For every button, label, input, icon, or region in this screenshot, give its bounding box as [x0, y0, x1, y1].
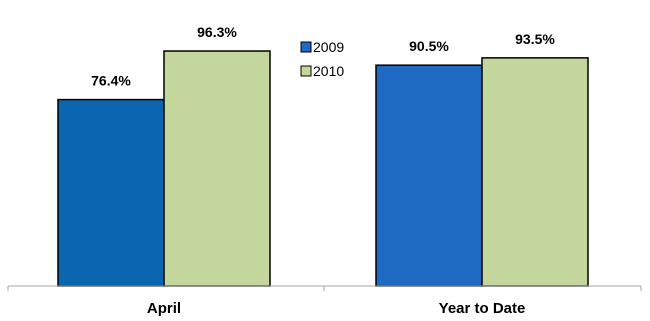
bar-2009-april [57, 98, 165, 287]
bar-2010-year-to-date [481, 57, 589, 287]
data-labels-layer: 76.4% 96.3% 90.5% 93.5% [91, 24, 555, 89]
category-label-april: April [147, 300, 181, 317]
bar-2009-year-to-date [375, 64, 483, 287]
legend-label-2010: 2010 [313, 63, 344, 79]
data-label-2009-april: 76.4% [91, 73, 131, 89]
data-label-2010-april: 96.3% [197, 24, 237, 40]
bars-layer [57, 50, 589, 287]
data-label-2010-year-to-date: 93.5% [515, 31, 555, 47]
data-label-2009-year-to-date: 90.5% [409, 38, 449, 54]
legend: 2009 2010 [300, 39, 344, 79]
category-labels-layer: April Year to Date [147, 300, 525, 317]
category-label-year-to-date: Year to Date [439, 300, 526, 317]
legend-swatch-2010 [300, 65, 312, 77]
bar-2010-april [163, 50, 271, 287]
legend-label-2009: 2009 [313, 39, 344, 55]
legend-swatch-2009 [300, 41, 312, 53]
